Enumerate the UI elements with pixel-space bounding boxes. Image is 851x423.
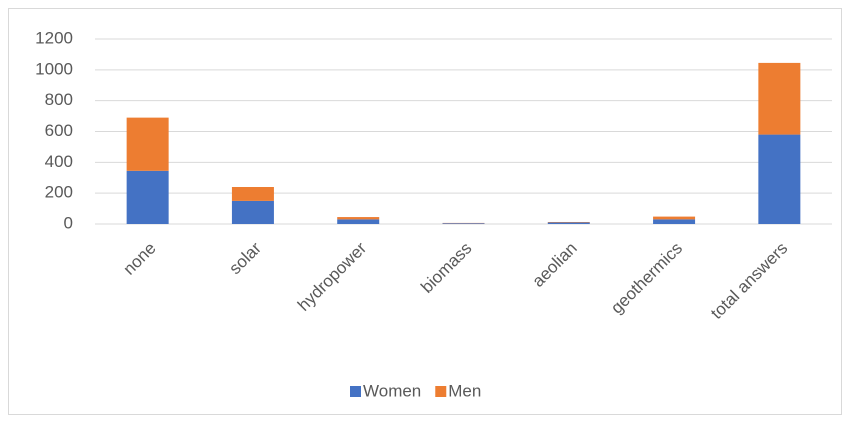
y-tick-label: 400 bbox=[45, 152, 73, 171]
y-tick-label: 1200 bbox=[35, 28, 73, 47]
y-tick-label: 1000 bbox=[35, 59, 73, 78]
legend-label: Men bbox=[448, 381, 481, 400]
bar-segment bbox=[653, 219, 696, 224]
bar-segment bbox=[231, 187, 274, 201]
bar-segment bbox=[337, 219, 380, 224]
bar-segment bbox=[442, 223, 485, 224]
y-tick-label: 800 bbox=[45, 90, 73, 109]
y-tick-label: 200 bbox=[45, 183, 73, 202]
bar-segment bbox=[653, 216, 696, 220]
bar-segment bbox=[126, 117, 169, 171]
y-tick-label: 600 bbox=[45, 121, 73, 140]
legend-swatch bbox=[435, 386, 447, 397]
y-tick-label: 0 bbox=[64, 213, 73, 232]
bar-segment bbox=[126, 170, 169, 224]
bar-segment bbox=[758, 62, 801, 135]
bar-segment bbox=[231, 200, 274, 224]
bar-segment bbox=[547, 222, 590, 224]
legend-swatch bbox=[350, 386, 361, 397]
bar-segment bbox=[337, 217, 380, 220]
bar-segment bbox=[758, 134, 801, 224]
legend-label: Women bbox=[363, 381, 421, 400]
